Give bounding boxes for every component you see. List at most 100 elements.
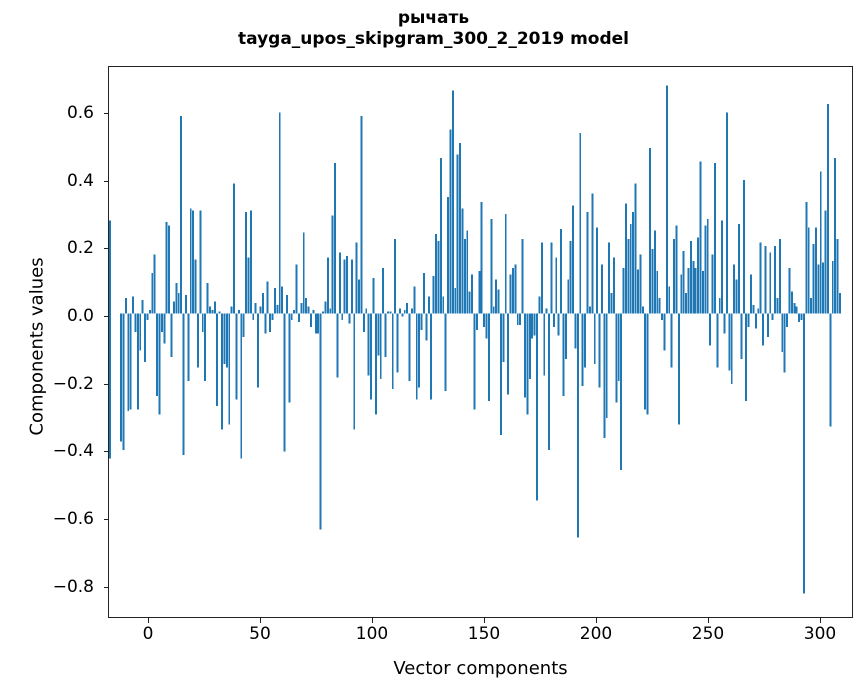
bar (526, 313, 529, 415)
bar (656, 271, 659, 314)
bar (550, 242, 553, 314)
bar (182, 313, 185, 456)
bar (204, 313, 207, 381)
bar (411, 308, 413, 314)
bar (240, 313, 243, 459)
chart-title-line-2: tayga_upos_skipgram_300_2_2019 model (238, 29, 629, 49)
y-tick-label: −0.6 (52, 509, 94, 529)
bar (721, 220, 724, 314)
bar (413, 286, 416, 314)
bar (326, 257, 329, 314)
bar (776, 298, 779, 314)
x-tick-label: 300 (803, 624, 837, 644)
bar (778, 239, 781, 314)
bar (603, 313, 606, 439)
bar (487, 313, 490, 402)
bar (348, 313, 351, 324)
bar (379, 313, 382, 380)
bar (632, 212, 635, 314)
bar (766, 313, 769, 337)
bar (456, 154, 459, 314)
bar (158, 313, 161, 415)
bar (365, 308, 368, 314)
bar (249, 210, 252, 314)
x-axis-label: Vector components (393, 658, 568, 679)
x-tick-mark (148, 618, 149, 623)
bar (254, 303, 257, 314)
bar (612, 257, 615, 314)
bar (562, 313, 565, 396)
bar (266, 281, 269, 314)
bar (184, 294, 187, 314)
bar (346, 255, 349, 314)
bar (317, 313, 320, 334)
bar (826, 104, 829, 314)
bar (641, 306, 644, 314)
bar (192, 210, 195, 314)
bar (829, 313, 832, 427)
bar (391, 313, 394, 390)
bar (382, 267, 385, 314)
bar (223, 313, 226, 364)
bar (285, 294, 288, 314)
bar (586, 212, 589, 314)
bar (447, 196, 450, 314)
chart-title: рычать tayga_upos_skipgram_300_2_2019 mo… (0, 8, 867, 50)
bar (273, 288, 276, 314)
y-tick-mark (104, 248, 109, 249)
bar (798, 313, 801, 322)
bar (557, 313, 560, 336)
bar (673, 239, 676, 314)
bar (269, 313, 272, 332)
bar (293, 309, 296, 314)
bar (144, 313, 147, 363)
bar (300, 303, 303, 314)
bar (218, 311, 221, 314)
bar (418, 313, 421, 388)
bar (310, 313, 312, 327)
bar (584, 313, 587, 368)
bar (163, 313, 166, 344)
bar (805, 201, 808, 314)
bar (213, 301, 216, 314)
bar (170, 313, 173, 358)
bar (430, 313, 433, 400)
bar (245, 212, 248, 314)
bar (372, 277, 375, 314)
bar (233, 183, 235, 314)
bar (209, 306, 211, 314)
bar (646, 313, 649, 415)
bar (132, 296, 135, 314)
bar (831, 261, 834, 314)
bar (764, 245, 767, 314)
bar (588, 306, 591, 314)
bar (617, 313, 620, 381)
bar (281, 286, 284, 314)
bar (139, 313, 142, 351)
bar (230, 306, 233, 314)
bar (221, 313, 223, 430)
bar (762, 313, 764, 346)
bar (788, 267, 791, 314)
bar (471, 274, 474, 314)
bar (396, 313, 399, 373)
x-tick-mark (484, 618, 485, 623)
bar (625, 203, 627, 314)
bar (120, 313, 122, 442)
x-tick-mark (372, 618, 373, 623)
bar (514, 264, 517, 314)
bar (264, 313, 267, 334)
bar (675, 225, 678, 314)
bar (670, 313, 673, 368)
bar (812, 244, 815, 314)
bar (548, 313, 550, 450)
bar (651, 249, 654, 314)
bar (627, 239, 630, 314)
bar (288, 313, 291, 403)
bar (596, 227, 599, 314)
bar (528, 313, 531, 380)
bar (127, 313, 130, 412)
bar (367, 313, 370, 376)
bar (401, 313, 404, 317)
bar (370, 313, 373, 400)
